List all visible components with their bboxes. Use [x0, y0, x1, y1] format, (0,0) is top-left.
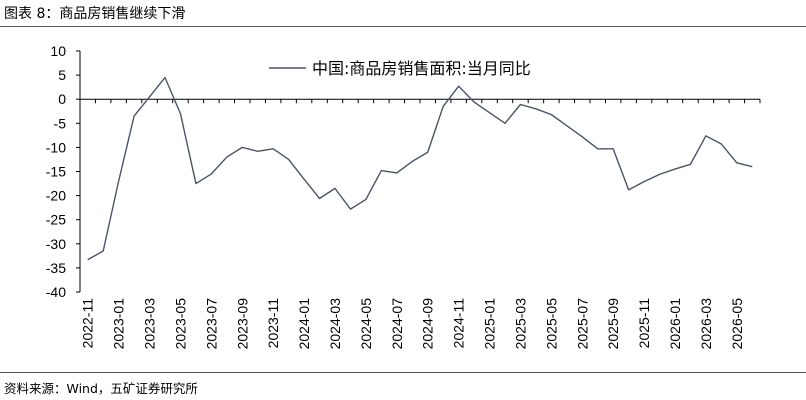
x-tick-label: 2024-09 — [420, 298, 436, 350]
x-tick-label: 2025-01 — [482, 298, 498, 350]
x-tick-label: 2025-09 — [605, 298, 621, 350]
bottom-rule — [0, 372, 806, 373]
x-tick-label: 2023-03 — [142, 298, 158, 350]
x-tick-label: 2024-11 — [451, 298, 467, 349]
x-tick-label: 2024-05 — [358, 298, 374, 350]
x-tick-label: 2023-01 — [111, 298, 127, 350]
chart-legend: 中国:商品房销售面积:当月同比 — [269, 59, 531, 78]
x-tick-label: 2024-01 — [296, 298, 312, 350]
x-tick-label: 2023-05 — [172, 298, 188, 350]
y-tick-label: -25 — [46, 212, 66, 228]
x-tick-label: 2022-11 — [80, 298, 96, 349]
y-tick-label: -5 — [54, 115, 67, 131]
y-tick-label: 5 — [58, 67, 66, 83]
y-tick-label: -40 — [46, 284, 66, 300]
y-tick-label: -30 — [46, 236, 66, 252]
x-tick-label: 2023-11 — [265, 298, 281, 349]
series-group — [87, 76, 753, 261]
x-tick-label: 2026-01 — [667, 298, 683, 350]
source-note: 资料来源：Wind，五矿证券研究所 — [4, 381, 198, 396]
x-tick-label: 2025-05 — [543, 298, 559, 350]
y-tick-label: 10 — [50, 43, 66, 59]
x-tick-label: 2023-07 — [203, 298, 219, 350]
y-tick-label: 0 — [58, 91, 66, 107]
x-tick-label: 2025-07 — [574, 298, 590, 350]
figure-title: 图表 8：商品房销售继续下滑 — [4, 6, 186, 22]
legend-label: 中国:商品房销售面积:当月同比 — [312, 59, 531, 78]
y-tick-label: -20 — [46, 188, 66, 204]
x-tick-label: 2025-11 — [636, 298, 652, 349]
top-rule — [0, 26, 806, 27]
x-tick-label: 2023-09 — [234, 298, 250, 350]
y-tick-label: -10 — [46, 139, 66, 155]
line-chart: 10 5 0 -5 -10 -15 -20 -25 -30 -35 -40 2022-11 2023-… — [46, 43, 761, 350]
x-tick-label: 2026-03 — [698, 298, 714, 350]
y-tick-label: -35 — [46, 260, 66, 276]
chart-axes — [79, 51, 760, 292]
x-axis-ticks: 2022-11 2023-01 2023-03 2023-05 2023-07 2023-… — [79, 99, 761, 350]
x-tick-label: 2025-03 — [512, 298, 528, 350]
x-tick-label: 2024-03 — [327, 298, 343, 350]
x-tick-label: 2026-05 — [729, 298, 745, 350]
series-line — [87, 76, 753, 261]
y-tick-label: -15 — [46, 164, 66, 180]
y-axis-ticks: 10 5 0 -5 -10 -15 -20 -25 -30 -35 -40 — [46, 43, 80, 300]
x-tick-label: 2024-07 — [389, 298, 405, 350]
